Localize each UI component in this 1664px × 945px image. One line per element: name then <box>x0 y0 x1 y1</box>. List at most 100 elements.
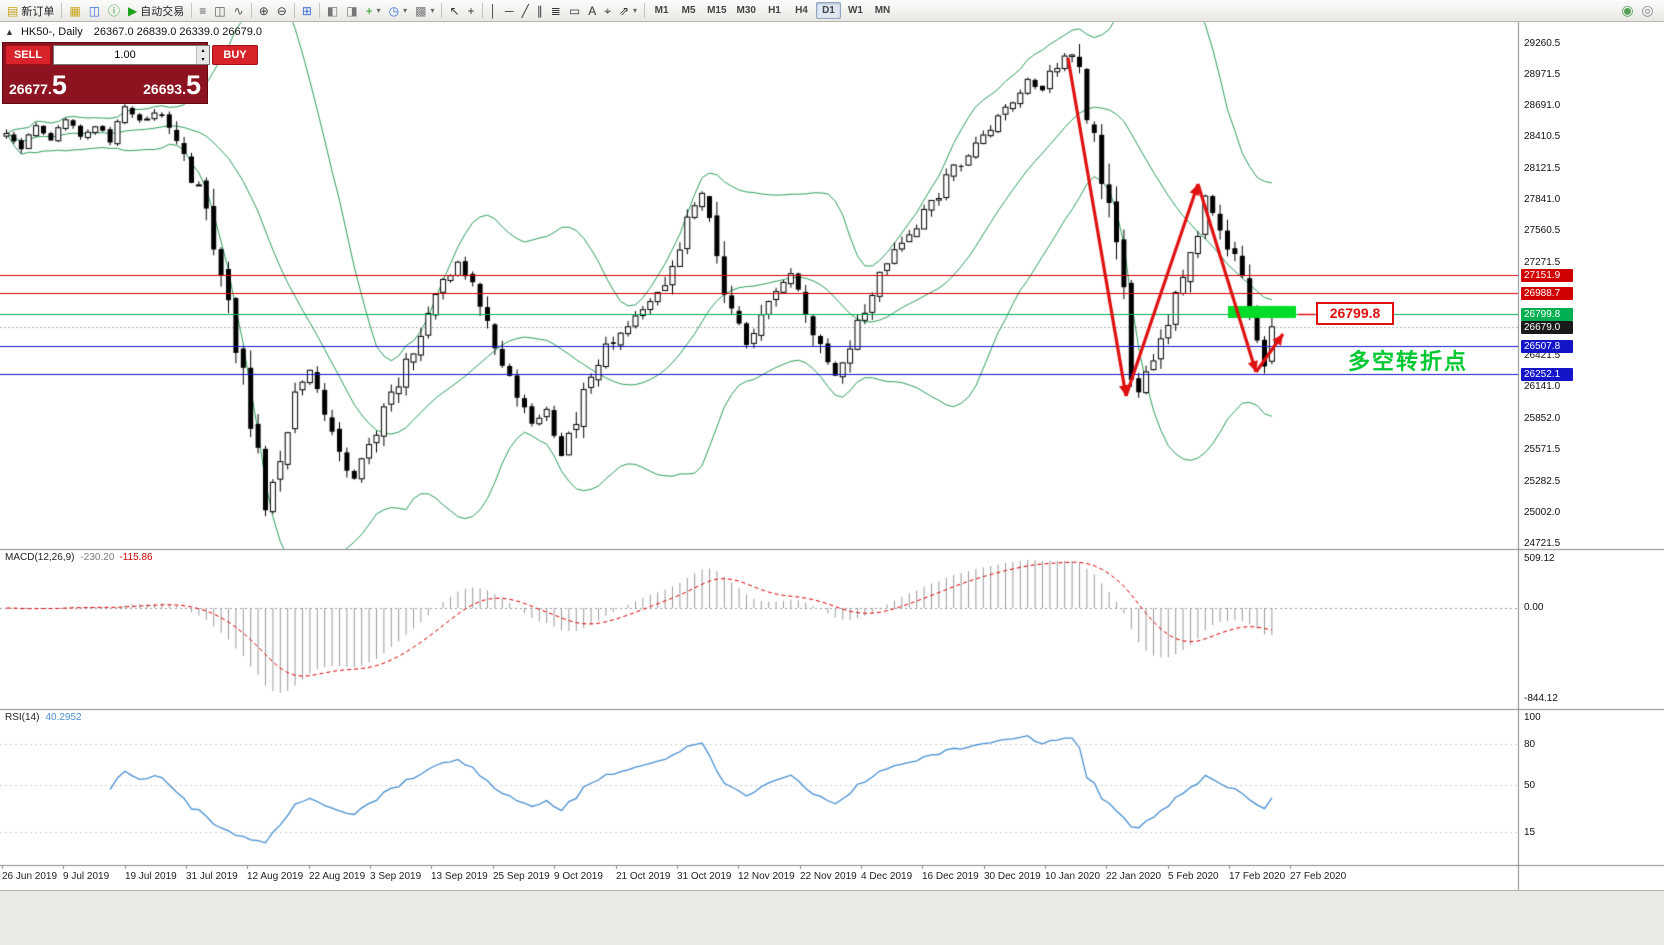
whats-new-button[interactable]: ◎ <box>1639 2 1656 19</box>
oneclick-collapse-icon[interactable]: ▲ <box>5 27 14 37</box>
hline-button[interactable]: ─ <box>501 1 518 20</box>
trade-panel-prices: 26677.5 26693.5 <box>5 65 205 101</box>
chart-ohlc-values: 26367.0 26839.0 26339.0 26679.0 <box>93 26 263 38</box>
time-scale-label: 19 Jul 2019 <box>125 871 177 882</box>
rsi-value: 40.2952 <box>45 712 82 723</box>
timeframe-m1-button[interactable]: M1 <box>649 2 674 19</box>
trade-panel-controls: SELL ▴ ▾ BUY <box>5 45 258 65</box>
timeframe-toolbar: M1 M5 M15 M30 H1 H4 D1 W1 MN <box>648 2 896 19</box>
chart-ohlc-header: ▲ HK50-, Daily 26367.0 26839.0 26339.0 2… <box>5 26 262 38</box>
new-chart-button[interactable]: ▦ <box>65 1 84 20</box>
cursor-button[interactable]: ↖ <box>445 1 463 20</box>
dropdown-arrow-icon: ▾ <box>430 6 435 15</box>
data-window-button[interactable]: ⓘ <box>104 1 124 20</box>
time-scale-label: 31 Jul 2019 <box>186 871 238 882</box>
time-scale-label: 22 Aug 2019 <box>309 871 366 882</box>
turning-point-annotation[interactable]: 多空转折点 <box>1348 349 1469 374</box>
bar-chart-icon: ≡ <box>199 3 207 18</box>
main-toolbar: ▤ 新订单 ▦ ◫ ⓘ ▶ 自动交易 ≡ ◫ ∿ ⊕ ⊖ ⊞ ◧ ◨ + ▾ ◷ ▾ ▩ ▾ ↖ + │ ─ ╱ ∥ ≣ ▭ A ⌖ ⇗ ▾ M… <box>0 0 1664 22</box>
chart-symbol-label: HK50-, Daily <box>20 26 83 38</box>
tile-windows-button[interactable]: ⊞ <box>298 1 316 20</box>
periods-icon: ◷ <box>388 3 400 18</box>
time-scale-label: 3 Sep 2019 <box>370 871 422 882</box>
bar-chart-button[interactable]: ≡ <box>195 1 210 20</box>
templates-icon: ▩ <box>415 3 427 18</box>
templates-button[interactable]: ▩ ▾ <box>411 1 438 20</box>
volume-spinner: ▴ ▾ <box>196 46 209 64</box>
fibonacci-button[interactable]: ≣ <box>547 1 565 20</box>
rsi-scale-label: 100 <box>1524 712 1541 723</box>
macd-scale-label: 0.00 <box>1524 602 1544 613</box>
time-scale-label: 12 Aug 2019 <box>247 871 304 882</box>
rsi-name: RSI(14) <box>5 712 40 723</box>
toolbar-separator <box>293 3 295 18</box>
arrange-windows-icon: ◨ <box>346 3 358 18</box>
time-scale-label: 31 Oct 2019 <box>677 871 732 882</box>
toolbar-separator <box>481 3 483 18</box>
price-scale-tick: 25852.0 <box>1524 413 1561 424</box>
mql5-community-button[interactable]: ◉ <box>1619 2 1636 19</box>
dropdown-arrow-icon: ▾ <box>633 6 638 15</box>
volume-down-button[interactable]: ▾ <box>197 55 209 64</box>
shapes-button[interactable]: ▭ <box>565 1 584 20</box>
arrow-objects-button[interactable]: ⇗ ▾ <box>615 1 641 20</box>
timeframe-m30-button[interactable]: M30 <box>733 2 760 19</box>
volume-up-button[interactable]: ▴ <box>197 46 209 55</box>
profiles-button[interactable]: ◫ <box>85 1 104 20</box>
candlestick-chart-button[interactable]: ◫ <box>210 1 229 20</box>
buy-price-big: 5 <box>185 70 201 100</box>
equidistant-channel-button[interactable]: ∥ <box>533 1 547 20</box>
buy-price-display[interactable]: 26693.5 <box>105 72 201 99</box>
rsi-scale-label: 15 <box>1524 827 1536 838</box>
toolbar-separator <box>250 3 252 18</box>
price-scale-tick: 26141.0 <box>1524 381 1561 392</box>
new-order-button[interactable]: ▤ 新订单 <box>3 1 58 20</box>
zoom-out-button[interactable]: ⊖ <box>273 1 291 20</box>
rsi-scale-label: 50 <box>1524 780 1536 791</box>
macd-signal-value: -115.86 <box>119 552 153 563</box>
text-label-button[interactable]: ⌖ <box>600 1 615 20</box>
timeframe-w1-button[interactable]: W1 <box>843 2 868 19</box>
toolbar-buttons: ▤ 新订单 ▦ ◫ ⓘ ▶ 自动交易 ≡ ◫ ∿ ⊕ ⊖ ⊞ ◧ ◨ + ▾ ◷ ▾ ▩ ▾ ↖ + │ ─ ╱ ∥ ≣ ▭ A ⌖ ⇗ ▾ <box>3 1 648 20</box>
arrange-windows-button[interactable]: ◨ <box>342 1 361 20</box>
text-button[interactable]: A <box>584 1 600 20</box>
timeframe-mn-button[interactable]: MN <box>870 2 895 19</box>
timeframe-m15-button[interactable]: M15 <box>703 2 730 19</box>
data-window-icon: ⓘ <box>108 3 121 18</box>
cascade-windows-button[interactable]: ◧ <box>323 1 342 20</box>
timeframe-h1-button[interactable]: H1 <box>762 2 787 19</box>
time-scale-label: 10 Jan 2020 <box>1045 871 1101 882</box>
periods-button[interactable]: ◷ ▾ <box>385 1 412 20</box>
price-callout-label[interactable]: 26799.8 <box>1316 302 1394 325</box>
trendline-button[interactable]: ╱ <box>518 1 533 20</box>
price-scale-tick: 27560.5 <box>1524 225 1561 236</box>
buy-button[interactable]: BUY <box>212 45 258 65</box>
volume-input[interactable] <box>54 46 196 64</box>
status-bar <box>0 890 1664 945</box>
macd-main-value: -230.20 <box>80 552 115 563</box>
toolbar-separator <box>191 3 193 18</box>
macd-scale-label: -844.12 <box>1524 693 1558 704</box>
indicators-button[interactable]: + ▾ <box>362 1 385 20</box>
price-scale-tick: 29260.5 <box>1524 38 1561 49</box>
timeframe-h4-button[interactable]: H4 <box>789 2 814 19</box>
time-scale-label: 30 Dec 2019 <box>984 871 1041 882</box>
autotrade-button[interactable]: ▶ 自动交易 <box>124 1 188 20</box>
time-scale-label: 22 Jan 2020 <box>1106 871 1162 882</box>
zoom-in-button[interactable]: ⊕ <box>255 1 273 20</box>
crosshair-button[interactable]: + <box>464 1 479 20</box>
timeframe-m5-button[interactable]: M5 <box>676 2 701 19</box>
timeframe-d1-button[interactable]: D1 <box>815 2 841 19</box>
line-chart-button[interactable]: ∿ <box>230 1 248 20</box>
autotrade-icon: ▶ <box>128 3 138 18</box>
vline-button[interactable]: │ <box>486 1 502 20</box>
crosshair-icon: + <box>467 3 475 18</box>
text-icon: A <box>588 3 597 18</box>
sell-price-display[interactable]: 26677.5 <box>9 72 105 99</box>
price-scale-tick: 25002.0 <box>1524 507 1561 518</box>
sell-button[interactable]: SELL <box>5 45 51 65</box>
text-label-icon: ⌖ <box>604 3 611 18</box>
new-chart-icon: ▦ <box>69 3 81 18</box>
